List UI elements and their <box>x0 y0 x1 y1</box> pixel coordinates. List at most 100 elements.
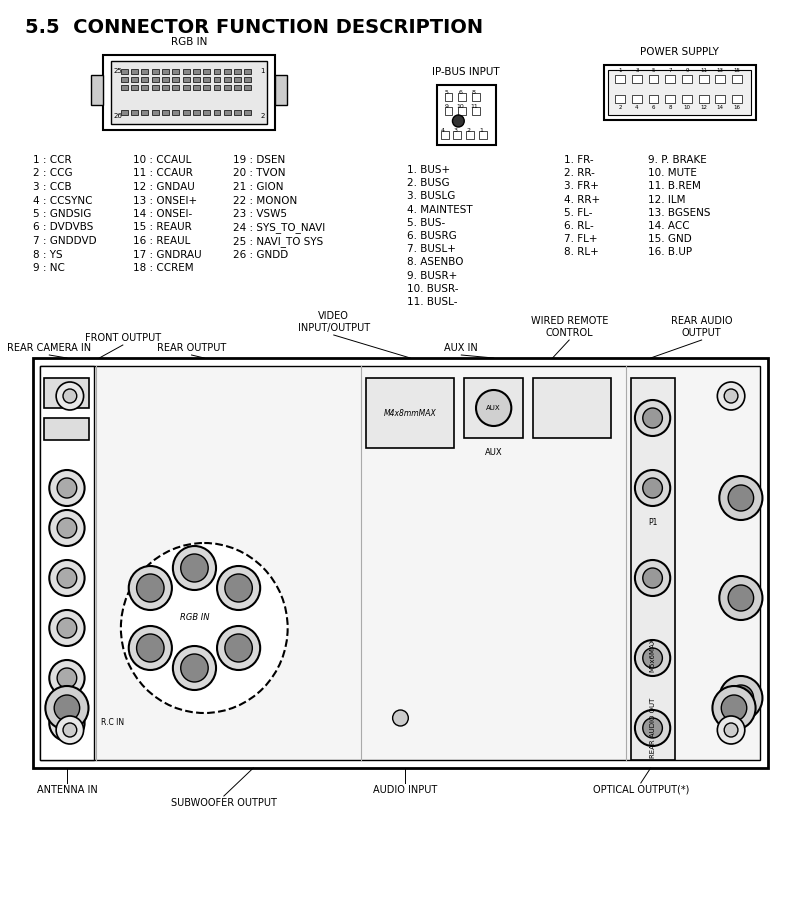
Circle shape <box>129 626 172 670</box>
Text: 5. BUS-: 5. BUS- <box>407 218 446 228</box>
Bar <box>44 418 89 440</box>
Text: VIDEO
INPUT/OUTPUT: VIDEO INPUT/OUTPUT <box>298 312 370 333</box>
Text: 12 : GNDAU: 12 : GNDAU <box>133 182 194 192</box>
Text: 8: 8 <box>472 90 476 95</box>
Text: 10 : CCAUL: 10 : CCAUL <box>133 155 191 165</box>
Circle shape <box>635 470 670 506</box>
Circle shape <box>63 723 77 737</box>
Bar <box>244 77 252 82</box>
Circle shape <box>718 716 745 744</box>
Bar <box>699 95 708 103</box>
Bar <box>275 75 287 105</box>
Text: 11: 11 <box>700 68 707 73</box>
Text: REAR AUDIO OUT: REAR AUDIO OUT <box>649 698 656 758</box>
Text: 16 : REAUL: 16 : REAUL <box>133 236 190 246</box>
Bar <box>214 69 220 74</box>
Circle shape <box>57 713 77 733</box>
Text: 15 : REAUR: 15 : REAUR <box>133 223 192 233</box>
Bar <box>204 77 210 82</box>
Bar <box>715 95 725 103</box>
Circle shape <box>54 695 79 721</box>
Text: REAR CAMERA IN: REAR CAMERA IN <box>7 343 91 353</box>
Bar <box>131 69 138 74</box>
Bar <box>152 110 159 115</box>
Circle shape <box>225 574 252 602</box>
Text: 11 : CCAUR: 11 : CCAUR <box>133 168 193 178</box>
Text: 4. RR+: 4. RR+ <box>564 195 601 205</box>
Text: 21 : GION: 21 : GION <box>233 182 283 192</box>
Text: ANTENNA IN: ANTENNA IN <box>37 785 97 795</box>
Text: 10: 10 <box>683 105 690 110</box>
Bar <box>441 131 449 139</box>
Bar <box>172 77 179 82</box>
Text: 8 : YS: 8 : YS <box>32 249 62 259</box>
Bar <box>141 85 149 90</box>
Text: 3. BUSLG: 3. BUSLG <box>407 192 456 202</box>
Bar <box>244 110 252 115</box>
Bar <box>193 69 200 74</box>
Text: 7. BUSL+: 7. BUSL+ <box>407 245 456 255</box>
Circle shape <box>181 654 208 682</box>
Text: 6. BUSRG: 6. BUSRG <box>407 231 457 241</box>
Text: 26 : GNDD: 26 : GNDD <box>233 249 288 259</box>
Text: 5: 5 <box>652 68 656 73</box>
Bar <box>131 77 138 82</box>
Bar <box>40 366 94 760</box>
Bar <box>182 110 189 115</box>
Text: 11. BUSL-: 11. BUSL- <box>407 297 457 307</box>
Circle shape <box>137 574 164 602</box>
Bar <box>193 85 200 90</box>
Bar <box>458 93 466 101</box>
Circle shape <box>173 646 216 690</box>
Bar <box>533 378 612 438</box>
Text: 26: 26 <box>113 113 122 119</box>
Text: P1: P1 <box>648 518 657 527</box>
Text: 18 : CCREM: 18 : CCREM <box>133 263 193 273</box>
Text: RGB IN: RGB IN <box>180 614 209 623</box>
Text: 3. FR+: 3. FR+ <box>564 182 599 192</box>
Bar <box>732 75 742 83</box>
Text: FRONT OUTPUT: FRONT OUTPUT <box>85 333 161 343</box>
Circle shape <box>635 710 670 746</box>
Text: 13: 13 <box>717 68 724 73</box>
Bar <box>224 85 231 90</box>
Circle shape <box>46 686 89 730</box>
Bar <box>699 75 708 83</box>
Text: 12: 12 <box>700 105 707 110</box>
Text: 13 : ONSEI+: 13 : ONSEI+ <box>133 195 196 205</box>
Bar <box>445 93 453 101</box>
Text: 8. RL+: 8. RL+ <box>564 247 599 257</box>
Bar <box>172 69 179 74</box>
Bar <box>445 107 453 115</box>
Text: SUBWOOFER OUTPUT: SUBWOOFER OUTPUT <box>171 798 277 808</box>
Bar <box>182 77 189 82</box>
Circle shape <box>643 568 663 588</box>
Text: 16. B.UP: 16. B.UP <box>648 247 692 257</box>
Text: 1: 1 <box>261 68 265 74</box>
Text: M4x8mmMAX: M4x8mmMAX <box>384 408 437 417</box>
Bar <box>172 85 179 90</box>
Circle shape <box>121 543 288 713</box>
Circle shape <box>137 634 164 662</box>
Text: 6: 6 <box>652 105 656 110</box>
Bar <box>615 95 625 103</box>
Circle shape <box>57 568 77 588</box>
Circle shape <box>50 705 85 741</box>
Circle shape <box>173 546 216 590</box>
Circle shape <box>57 478 77 498</box>
Bar <box>40 366 761 760</box>
Text: 17 : GNDRAU: 17 : GNDRAU <box>133 249 201 259</box>
Text: 20 : TVON: 20 : TVON <box>233 168 285 178</box>
Text: WIRED REMOTE
CONTROL: WIRED REMOTE CONTROL <box>531 316 608 338</box>
Text: 24 : SYS_TO_NAVI: 24 : SYS_TO_NAVI <box>233 223 325 234</box>
Bar <box>214 77 220 82</box>
Bar <box>454 131 461 139</box>
Text: 5 : GNDSIG: 5 : GNDSIG <box>32 209 91 219</box>
Bar <box>234 110 241 115</box>
Circle shape <box>635 400 670 436</box>
Bar <box>608 70 751 115</box>
Circle shape <box>217 626 260 670</box>
Bar <box>162 110 169 115</box>
Bar <box>204 110 210 115</box>
Bar <box>366 378 454 448</box>
